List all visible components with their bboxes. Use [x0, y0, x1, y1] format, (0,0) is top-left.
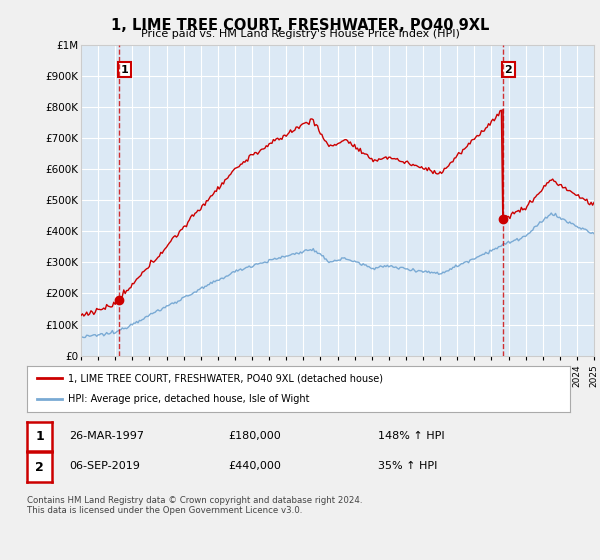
Text: 1, LIME TREE COURT, FRESHWATER, PO40 9XL (detached house): 1, LIME TREE COURT, FRESHWATER, PO40 9XL… [68, 373, 383, 383]
Text: HPI: Average price, detached house, Isle of Wight: HPI: Average price, detached house, Isle… [68, 394, 309, 404]
Text: 1: 1 [121, 64, 128, 74]
Text: 1, LIME TREE COURT, FRESHWATER, PO40 9XL: 1, LIME TREE COURT, FRESHWATER, PO40 9XL [111, 18, 489, 34]
Text: 148% ↑ HPI: 148% ↑ HPI [378, 431, 445, 441]
Text: 2: 2 [35, 460, 44, 474]
Text: 06-SEP-2019: 06-SEP-2019 [69, 461, 140, 472]
Text: Price paid vs. HM Land Registry's House Price Index (HPI): Price paid vs. HM Land Registry's House … [140, 29, 460, 39]
Text: 26-MAR-1997: 26-MAR-1997 [69, 431, 144, 441]
Text: 35% ↑ HPI: 35% ↑ HPI [378, 461, 437, 472]
Text: £440,000: £440,000 [228, 461, 281, 472]
Text: £180,000: £180,000 [228, 431, 281, 441]
Text: Contains HM Land Registry data © Crown copyright and database right 2024.
This d: Contains HM Land Registry data © Crown c… [27, 496, 362, 515]
Text: 2: 2 [504, 64, 512, 74]
Text: 1: 1 [35, 430, 44, 443]
